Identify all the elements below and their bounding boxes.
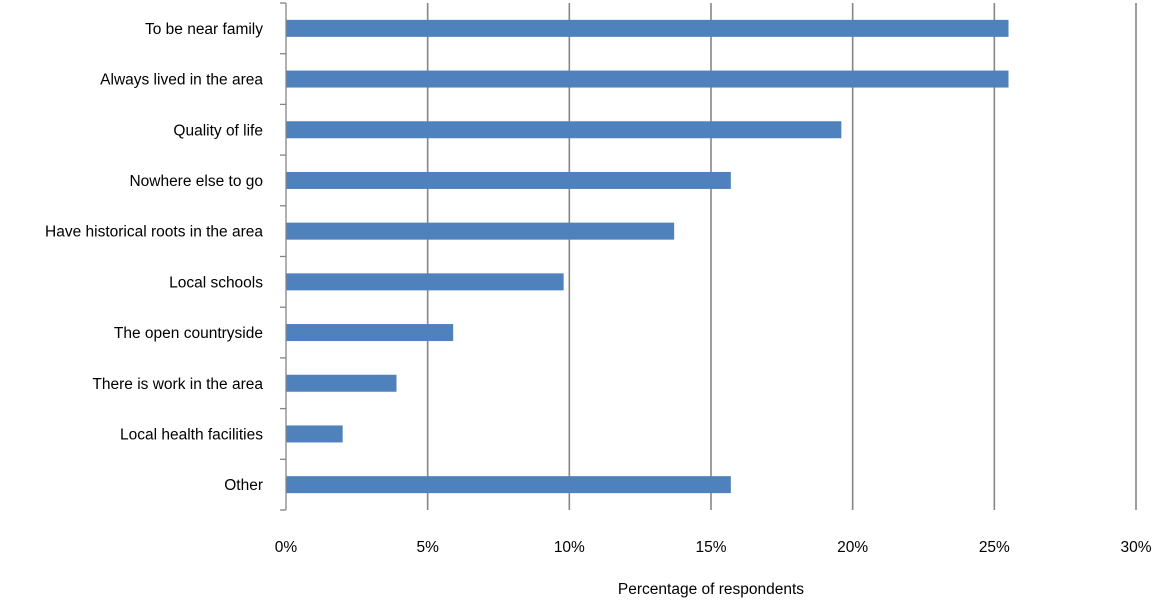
x-tick-labels: 0% 5% 10% 15% 20% 25% 30%	[275, 539, 1152, 556]
x-tick-label: 0%	[275, 539, 298, 556]
category-label: Have historical roots in the area	[45, 224, 263, 241]
bar-3	[286, 121, 842, 139]
category-label: Other	[224, 477, 263, 494]
category-labels: To be near family Always lived in the are…	[45, 21, 263, 494]
y-axis	[280, 2, 287, 511]
category-label: There is work in the area	[92, 376, 263, 393]
category-label: Local health facilities	[120, 426, 263, 443]
bar-9	[286, 425, 343, 443]
bar-1	[286, 19, 1009, 37]
bar-5	[286, 222, 675, 240]
x-tick-label: 20%	[837, 539, 868, 556]
category-label: The open countryside	[114, 325, 263, 342]
category-label: Local schools	[169, 274, 263, 291]
bar-4	[286, 171, 731, 189]
x-tick-label: 30%	[1120, 539, 1151, 556]
category-label: Always lived in the area	[100, 72, 263, 89]
bar-8	[286, 374, 397, 392]
x-tick-label: 5%	[416, 539, 439, 556]
x-axis-title: Percentage of respondents	[618, 581, 804, 598]
bars	[286, 19, 1009, 494]
category-label: To be near family	[145, 21, 263, 38]
bar-10	[286, 476, 731, 494]
x-tick-label: 15%	[695, 539, 726, 556]
bar-6	[286, 273, 564, 291]
x-tick-label: 25%	[979, 539, 1010, 556]
x-tick-label: 10%	[554, 539, 585, 556]
bar-2	[286, 70, 1009, 88]
category-label: Quality of life	[173, 122, 263, 139]
category-label: Nowhere else to go	[129, 173, 263, 190]
bar-7	[286, 324, 454, 342]
